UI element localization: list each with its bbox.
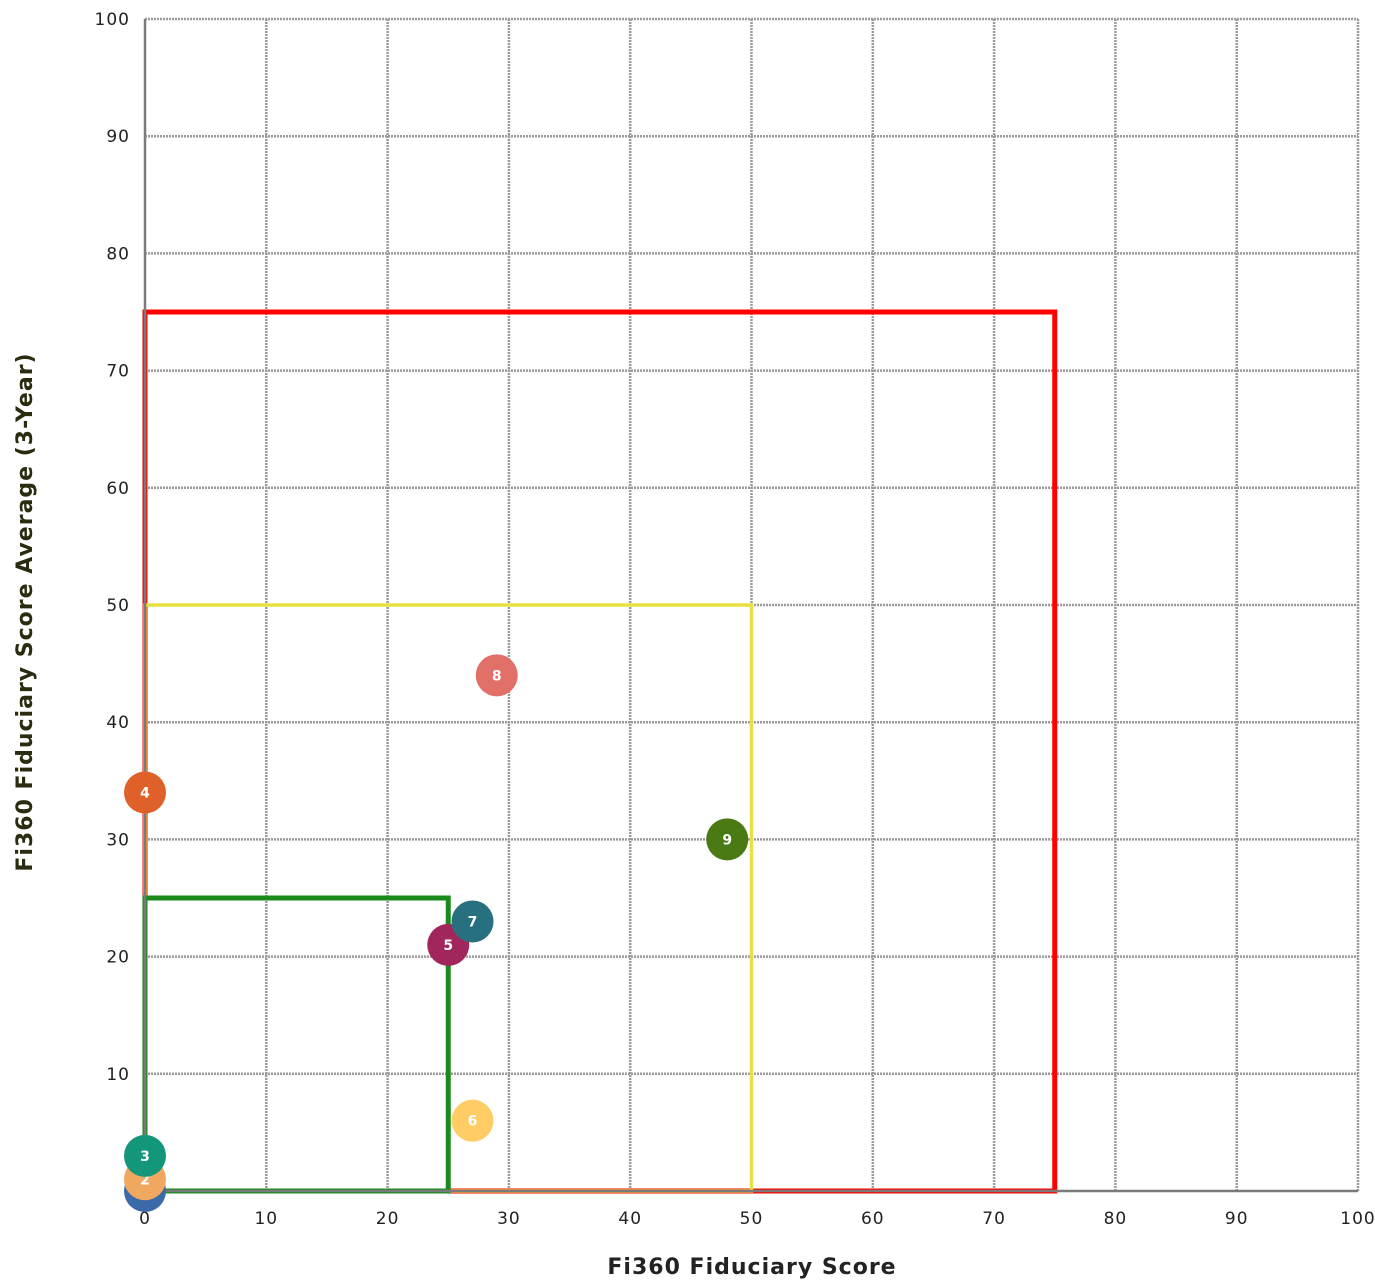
score-region-box — [142, 895, 451, 1194]
y-tick-label: 70 — [106, 362, 130, 382]
data-point-7 — [451, 900, 494, 943]
y-tick-label: 100 — [95, 10, 130, 30]
x-tick-labels: 0 10 20 30 40 50 60 70 80 90 100 — [139, 1209, 1375, 1229]
score-region-box — [142, 309, 1058, 1194]
y-axis-title: Fi360 Fiduciary Score Average (3-Year) — [13, 352, 38, 871]
data-point-label: 6 — [468, 1114, 478, 1130]
y-tick-label: 20 — [106, 948, 130, 968]
data-point-8 — [475, 654, 518, 697]
data-point-label: 8 — [492, 668, 502, 684]
grid-lines — [145, 17, 1360, 1191]
y-tick-label: 10 — [106, 1065, 130, 1085]
data-point-9 — [706, 818, 749, 861]
x-tick-label: 90 — [1225, 1209, 1249, 1229]
x-tick-label: 10 — [254, 1209, 278, 1229]
x-tick-label: 30 — [497, 1209, 521, 1229]
x-tick-label: 50 — [740, 1209, 764, 1229]
data-point-label: 5 — [443, 938, 453, 954]
data-point-label: 9 — [722, 832, 732, 848]
score-regions — [142, 309, 1058, 1194]
x-tick-label: 70 — [982, 1209, 1006, 1229]
x-axis-title: Fi360 Fiduciary Score — [607, 1255, 896, 1280]
data-point-label: 4 — [140, 786, 150, 802]
x-tick-label: 0 — [139, 1209, 151, 1229]
y-tick-label: 30 — [106, 830, 130, 850]
data-point-label: 3 — [140, 1149, 150, 1165]
y-tick-label: 40 — [106, 713, 130, 733]
x-tick-label: 60 — [861, 1209, 885, 1229]
x-tick-label: 40 — [618, 1209, 642, 1229]
x-tick-label: 100 — [1340, 1209, 1375, 1229]
data-point-6 — [451, 1099, 494, 1142]
axes — [143, 19, 1358, 1193]
data-point-label: 2 — [140, 1172, 150, 1188]
y-tick-label: 60 — [106, 479, 130, 499]
data-point-3 — [124, 1134, 166, 1177]
y-tick-label: 50 — [106, 596, 130, 616]
y-tick-label: 90 — [106, 127, 130, 147]
data-points: 123456789 — [124, 654, 749, 1212]
data-point-4 — [124, 771, 166, 814]
x-tick-label: 80 — [1104, 1209, 1128, 1229]
x-tick-label: 20 — [376, 1209, 400, 1229]
data-point-label: 7 — [468, 914, 478, 930]
y-tick-label: 80 — [106, 244, 130, 264]
y-tick-labels: 10 20 30 40 50 60 70 80 90 100 — [95, 10, 130, 1085]
